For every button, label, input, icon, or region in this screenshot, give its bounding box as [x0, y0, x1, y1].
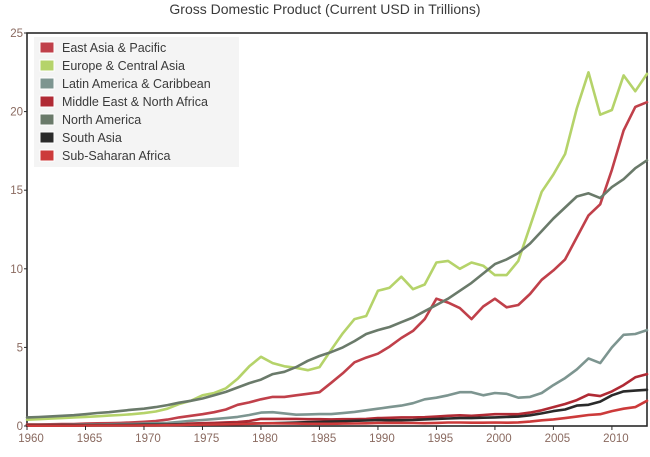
legend-label: East Asia & Pacific: [62, 41, 166, 55]
legend-label: Sub-Saharan Africa: [62, 149, 170, 163]
y-tick-label: 20: [10, 107, 23, 119]
plot-border: [26, 32, 648, 427]
y-axis: 0 5 10 15 20 25: [10, 28, 27, 433]
x-tick-label: 1970: [135, 433, 161, 445]
legend-label: Middle East & North Africa: [62, 95, 208, 109]
legend-label: North America: [62, 113, 141, 127]
series-line-4: [25, 159, 649, 419]
legend-swatch: [39, 59, 55, 72]
x-tick-label: 1995: [428, 433, 454, 445]
legend-box: [34, 37, 239, 167]
series-line-1: [25, 71, 649, 421]
legend-swatch: [39, 77, 55, 90]
x-tick-label: 1980: [252, 433, 278, 445]
series-layer: [25, 71, 649, 427]
legend-swatch: [39, 149, 55, 162]
y-tick-label: 5: [17, 342, 23, 354]
x-tick-label: 1975: [194, 433, 220, 445]
x-tick-label: 2010: [603, 433, 629, 445]
series-line-6: [25, 399, 649, 427]
x-tick-label: 1990: [369, 433, 395, 445]
legend-label: South Asia: [62, 131, 122, 145]
plot-frame: [26, 32, 648, 427]
series-line-3: [25, 372, 649, 427]
legend-swatch: [39, 113, 55, 126]
y-tick-label: 10: [10, 264, 23, 276]
x-tick-label: 1960: [18, 433, 44, 445]
y-tick-label: 0: [17, 421, 23, 433]
series-line-0: [25, 100, 649, 426]
legend-swatch: [39, 41, 55, 54]
legend-swatch: [39, 95, 55, 108]
y-tick-label: 25: [10, 28, 23, 40]
x-axis: 1960 1965 1970 1975 1980 1985 1990 1995 2000 2005…: [18, 426, 629, 445]
legend-label: Europe & Central Asia: [62, 59, 185, 73]
legend-label: Latin America & Caribbean: [62, 77, 211, 91]
x-tick-label: 2005: [545, 433, 571, 445]
x-tick-label: 2000: [486, 433, 512, 445]
legend: East Asia & Pacific Europe & Central Asia…: [34, 37, 239, 167]
y-tick-label: 15: [10, 185, 23, 197]
x-tick-label: 1965: [77, 433, 103, 445]
chart-title: Gross Domestic Product (Current USD in T…: [169, 1, 481, 17]
legend-swatch: [39, 131, 55, 144]
x-tick-label: 1985: [311, 433, 337, 445]
